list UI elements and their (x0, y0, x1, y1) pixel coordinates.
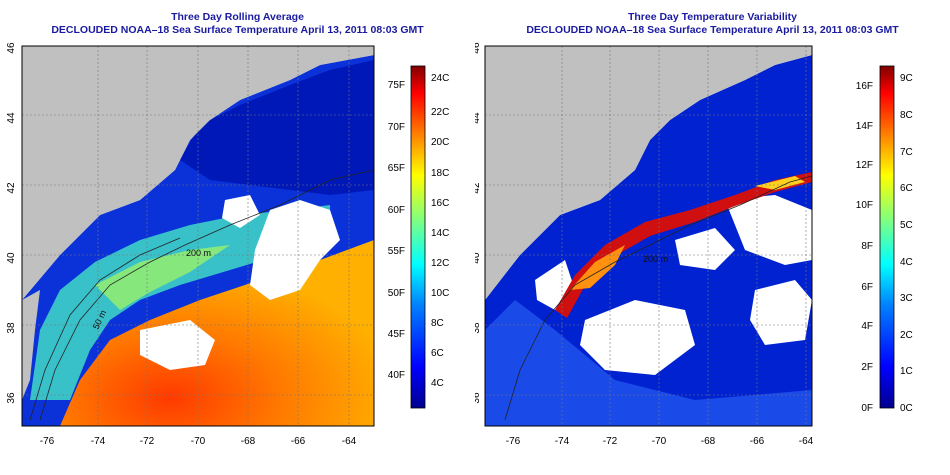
colorbar-c-label: 6C (431, 348, 444, 359)
depth-contour (504, 175, 812, 421)
colorbar-f-label: 40F (388, 370, 405, 381)
moderate-variability (570, 245, 625, 290)
x-tick-label: -68 (241, 436, 256, 447)
colorbar-c-label: 9C (900, 73, 913, 84)
x-tick-label: -70 (652, 436, 667, 447)
colorbar-c-label: 1C (900, 366, 913, 377)
contour-label: 200 m (643, 254, 668, 264)
left-map-content (22, 46, 374, 426)
low-variability (485, 300, 812, 426)
cloud-patch (750, 280, 812, 345)
cloud-patch (725, 195, 812, 265)
y-tick-label: 40 (475, 252, 482, 264)
colorbar-f-label: 65F (388, 163, 405, 174)
left-map-svg: 200 m 50 m 46 44 42 40 38 36 -76 -74 -72… (6, 42, 449, 447)
colorbar-f-label: 2F (861, 362, 873, 373)
right-map-subtitle: DECLOUDED NOAA–18 Sea Surface Temperatur… (526, 24, 899, 36)
y-tick-label: 36 (6, 392, 17, 404)
colorbar (879, 65, 895, 409)
colorbar-f-label: 75F (388, 80, 405, 91)
colorbar-c-label: 24C (431, 73, 449, 84)
x-tick-label: -64 (799, 436, 814, 447)
colorbar (410, 65, 426, 409)
x-tick-label: -74 (91, 436, 106, 447)
colorbar-c-label: 14C (431, 228, 449, 239)
x-tick-label: -72 (140, 436, 155, 447)
y-tick-label: 44 (475, 112, 482, 124)
colorbar-f-label: 12F (856, 160, 873, 171)
colorbar-f-label: 14F (856, 121, 873, 132)
colorbar-f-label: 16F (856, 81, 873, 92)
colorbar-c-label: 4C (431, 378, 444, 389)
right-map-panel: Three Day Temperature Variability DECLOU… (475, 0, 950, 475)
land-area (485, 46, 812, 300)
ocean-area (485, 55, 812, 426)
x-tick-label: -76 (506, 436, 521, 447)
left-map-panel: Three Day Rolling Average DECLOUDED NOAA… (6, 11, 449, 447)
y-tick-label: 38 (475, 322, 482, 334)
cold-water (180, 60, 374, 195)
colorbar-c-label: 8C (900, 110, 913, 121)
colorbar-c-label: 7C (900, 147, 913, 158)
y-tick-label: 38 (6, 322, 17, 334)
colorbar-c-label: 3C (900, 293, 913, 304)
right-map-title: Three Day Temperature Variability (627, 11, 798, 23)
colorbar-c-label: 10C (431, 288, 449, 299)
colorbar-f-label: 45F (388, 329, 405, 340)
x-tick-label: -66 (750, 436, 765, 447)
contour-label: 200 m (186, 248, 211, 258)
cloud-patch (140, 320, 215, 370)
y-tick-label: 36 (475, 392, 482, 404)
right-map-svg: 200 m 46 44 42 40 38 36 -76 -74 -72 -70 … (475, 42, 913, 447)
x-tick-label: -72 (603, 436, 618, 447)
colorbar-f-label: 6F (861, 282, 873, 293)
colorbar-f-label: 4F (861, 321, 873, 332)
colorbar-c-label: 8C (431, 318, 444, 329)
left-map-title: Three Day Rolling Average (171, 11, 304, 23)
y-tick-label: 42 (475, 182, 482, 194)
land-area (22, 46, 374, 300)
colorbar-c-label: 0C (900, 403, 913, 414)
colorbar-c-label: 6C (900, 183, 913, 194)
colorbar-c-label: 16C (431, 198, 449, 209)
colorbar-f-label: 55F (388, 246, 405, 257)
depth-contour (39, 169, 374, 421)
y-tick-label: 46 (475, 42, 482, 54)
x-tick-label: -74 (555, 436, 570, 447)
land-area (22, 290, 40, 400)
x-tick-label: -68 (701, 436, 716, 447)
shelf-green (95, 245, 230, 310)
x-tick-label: -64 (342, 436, 357, 447)
cloud-patch (580, 300, 695, 375)
cloud-patch (222, 195, 260, 228)
colorbar-c-label: 12C (431, 258, 449, 269)
colorbar-c-label: 20C (431, 137, 449, 148)
colorbar-c-label: 22C (431, 107, 449, 118)
colorbar-f-label: 60F (388, 205, 405, 216)
x-tick-label: -70 (191, 436, 206, 447)
colorbar-c-label: 4C (900, 257, 913, 268)
y-tick-label: 44 (6, 112, 17, 124)
cloud-patch (250, 200, 340, 300)
colorbar-c-label: 5C (900, 220, 913, 231)
x-tick-label: -76 (40, 436, 55, 447)
y-tick-label: 42 (6, 182, 17, 194)
right-map-content (485, 46, 812, 426)
y-tick-label: 40 (6, 252, 17, 264)
colorbar-f-label: 10F (856, 200, 873, 211)
cloud-patch (675, 228, 735, 270)
colorbar-f-label: 70F (388, 122, 405, 133)
colorbar-f-label: 0F (861, 403, 873, 414)
depth-contour (29, 237, 181, 421)
moderate-variability (755, 176, 805, 190)
colorbar-f-label: 50F (388, 288, 405, 299)
colorbar-c-label: 2C (900, 330, 913, 341)
colorbar-f-label: 8F (861, 241, 873, 252)
y-tick-label: 46 (6, 42, 17, 54)
colorbar-c-label: 18C (431, 168, 449, 179)
left-map-subtitle: DECLOUDED NOAA–18 Sea Surface Temperatur… (51, 24, 424, 36)
x-tick-label: -66 (291, 436, 306, 447)
